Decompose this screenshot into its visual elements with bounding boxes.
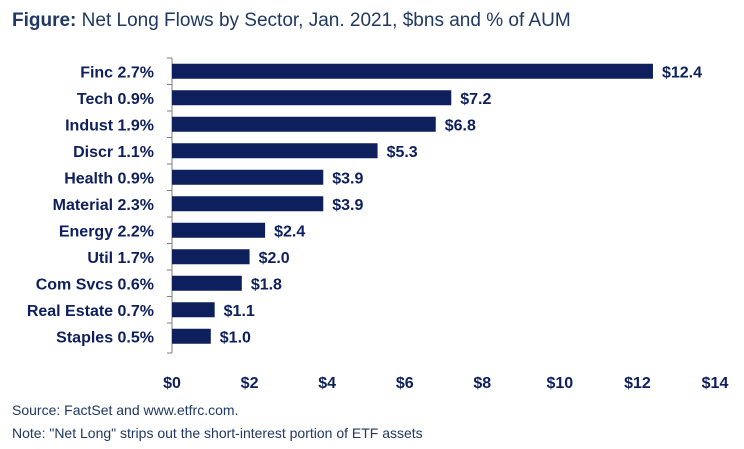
bar-value-label: $1.1 (224, 303, 255, 320)
category-label: Finc 2.7% (80, 64, 154, 81)
category-label: Tech 0.9% (77, 91, 154, 108)
bar-chart: Finc 2.7% $12.4 Tech 0.9% $7.2 Indust 1.9% $6… (27, 57, 729, 392)
category-label: Staples 0.5% (56, 329, 154, 346)
bar (172, 196, 324, 212)
source-note: Source: FactSet and www.etfrc.com. (12, 402, 239, 418)
bar (172, 275, 242, 291)
bar-value-label: $3.9 (332, 197, 363, 214)
bar-value-label: $12.4 (662, 64, 702, 81)
bar-value-label: $6.8 (445, 117, 476, 134)
chart-title: Figure: Net Long Flows by Sector, Jan. 2… (12, 10, 571, 32)
category-label: Indust 1.9% (65, 117, 154, 134)
bar-value-label: $7.2 (460, 91, 491, 108)
x-tick-label: $10 (547, 375, 574, 392)
x-tick-label: $14 (702, 375, 729, 392)
bar (172, 302, 215, 318)
bar-value-label: $1.8 (251, 276, 282, 293)
chart-title-text: Net Long Flows by Sector, Jan. 2021, $bn… (76, 10, 571, 31)
bar-value-label: $3.9 (332, 170, 363, 187)
bar (172, 143, 378, 159)
x-tick-label: $8 (473, 375, 491, 392)
category-label: Energy 2.2% (59, 223, 154, 240)
bar (172, 169, 324, 185)
chart-title-lead: Figure: (12, 10, 77, 31)
bar-value-label: $1.0 (220, 329, 251, 346)
bar (172, 222, 266, 238)
category-label: Material 2.3% (53, 197, 154, 214)
x-tick-label: $4 (318, 375, 336, 392)
bar-value-label: $2.4 (274, 223, 305, 240)
category-label: Health 0.9% (64, 170, 154, 187)
x-tick-label: $12 (624, 375, 651, 392)
bar (172, 328, 211, 344)
x-tick-label: $2 (241, 375, 259, 392)
bar-value-label: $2.0 (259, 250, 290, 267)
bar (172, 249, 250, 265)
bar (172, 116, 436, 132)
x-tick-label: $6 (396, 375, 414, 392)
category-label: Com Svcs 0.6% (36, 276, 154, 293)
methodology-note: Note: "Net Long" strips out the short-in… (12, 425, 423, 441)
category-label: Util 1.7% (87, 250, 154, 267)
bar-value-label: $5.3 (387, 144, 418, 161)
category-label: Discr 1.1% (73, 144, 154, 161)
bar (172, 90, 452, 106)
bar (172, 63, 653, 79)
category-label: Real Estate 0.7% (27, 303, 154, 320)
x-tick-label: $0 (163, 375, 181, 392)
